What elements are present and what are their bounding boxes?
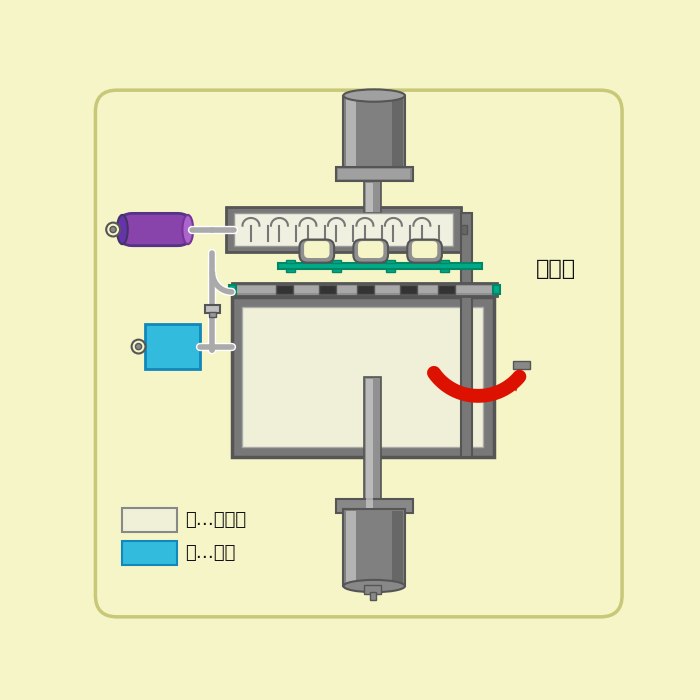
Bar [346,511,356,584]
Bar [440,260,449,262]
Text: 青…真空: 青…真空 [185,544,235,562]
Bar [364,377,381,509]
Bar [438,285,455,294]
Bar [332,269,341,272]
Circle shape [132,340,146,354]
Bar [332,260,341,262]
Bar [234,214,454,246]
Bar [209,312,216,317]
FancyBboxPatch shape [95,90,622,617]
Bar [278,262,482,269]
Bar [226,207,461,252]
Text: 取出し: 取出し [536,259,576,279]
FancyBboxPatch shape [304,241,330,258]
Bar [461,225,468,234]
FancyBboxPatch shape [412,241,438,258]
Bar [370,592,376,600]
Bar [204,305,220,313]
Ellipse shape [183,215,193,244]
Bar [357,285,374,294]
Bar [346,98,356,167]
Bar [367,379,372,508]
Bar [336,167,412,181]
Bar [364,584,381,594]
Circle shape [106,223,120,237]
Bar [241,307,484,447]
FancyBboxPatch shape [300,239,334,262]
Bar [232,284,497,295]
Bar [338,169,410,178]
Bar [392,98,402,167]
Bar [286,269,295,272]
Text: 黄…大気圧: 黄…大気圧 [185,511,246,528]
Bar [386,260,395,262]
Ellipse shape [343,90,405,102]
Bar [461,214,472,458]
Bar [234,286,495,293]
Bar [229,285,237,294]
Ellipse shape [117,215,127,244]
Bar [122,540,177,566]
FancyBboxPatch shape [407,239,442,262]
Bar [392,511,402,584]
Bar [344,96,405,169]
Bar [145,324,200,369]
Bar [364,181,381,214]
Bar [286,260,295,262]
Circle shape [135,344,141,349]
Bar [400,285,416,294]
Ellipse shape [343,580,405,592]
Bar [318,285,336,294]
Bar [493,285,500,294]
Bar [232,298,494,458]
Bar [336,499,412,513]
FancyBboxPatch shape [118,214,192,246]
Bar [440,269,449,272]
FancyBboxPatch shape [354,239,388,262]
Bar [344,509,405,586]
Bar [367,183,372,212]
Bar [512,361,530,369]
FancyBboxPatch shape [358,241,384,258]
Bar [386,269,395,272]
Circle shape [110,227,116,232]
Bar [122,508,177,532]
Bar [276,285,293,294]
